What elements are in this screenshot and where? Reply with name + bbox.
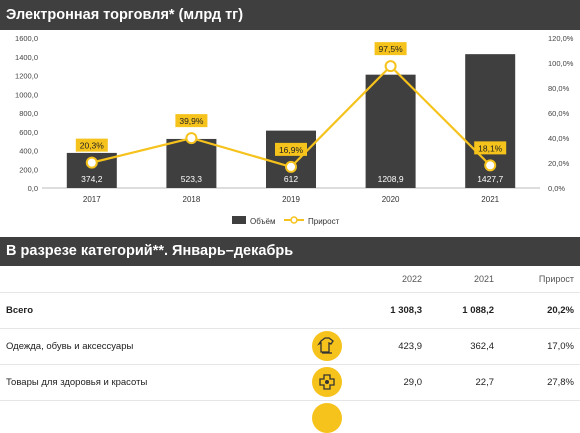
y-left-tick-label: 600,0: [19, 128, 38, 137]
legend-bar-swatch: [232, 216, 246, 224]
table-row: Всего 1 308,3 1 088,2 20,2%: [0, 292, 580, 329]
table-header: 2022 2021 Прирост: [0, 266, 580, 292]
y-left-tick-label: 1000,0: [15, 90, 38, 99]
growth-label: 16,9%: [279, 145, 304, 155]
row-2021: 1 088,2: [462, 305, 494, 316]
y-right-tick-label: 100,0%: [548, 59, 574, 68]
y-left-tick-label: 1200,0: [15, 72, 38, 81]
growth-label-box: [374, 42, 407, 56]
growth-label-box: [75, 138, 108, 152]
x-tick-label: 2021: [481, 195, 499, 204]
table-title: В разрезе категорий**. Январь–декабрь: [0, 237, 580, 266]
growth-label: 18,1%: [478, 143, 503, 153]
row-2022: 29,0: [403, 377, 423, 388]
col-2021-header: 2021: [473, 274, 494, 284]
row-2021: 362,4: [470, 341, 494, 352]
growth-point: [85, 156, 98, 169]
growth-point: [384, 60, 397, 73]
y-right-tick-label: 60,0%: [548, 109, 570, 118]
bar-2019: [266, 130, 316, 188]
y-left-tick-label: 400,0: [19, 147, 38, 156]
y-right-tick-label: 0,0%: [548, 184, 565, 193]
row-label: Одежда, обувь и аксессуары: [6, 341, 134, 352]
x-tick-label: 2018: [183, 195, 201, 204]
row-growth: 27,8%: [547, 377, 574, 388]
x-tick-label: 2019: [282, 195, 300, 204]
table-row: Товары для здоровья и красоты 29,0 22,7 …: [0, 364, 580, 401]
y-left-tick-label: 1400,0: [15, 53, 38, 62]
row-2021: 22,7: [475, 377, 495, 388]
bar-value-label: 612: [284, 174, 298, 184]
legend-bar-label: Объём: [250, 217, 276, 226]
chart-title: Электронная торговля* (млрд тг): [0, 0, 580, 30]
x-tick-label: 2017: [83, 195, 101, 204]
col-2022-header: 2022: [401, 274, 422, 284]
row-2022: 423,9: [398, 341, 422, 352]
growth-label-box: [175, 114, 208, 128]
y-right-tick-label: 120,0%: [548, 34, 574, 43]
legend-line-label: Прирост: [308, 217, 340, 226]
y-right-tick-label: 20,0%: [548, 159, 570, 168]
growth-label-box: [275, 142, 307, 156]
row-2022: 1 308,3: [390, 305, 422, 316]
row-label: Товары для здоровья и красоты: [6, 377, 148, 388]
bar-value-label: 1208,9: [378, 174, 404, 184]
y-left-tick-label: 800,0: [19, 109, 38, 118]
growth-label: 39,9%: [179, 116, 204, 126]
y-left-tick-label: 0,0: [28, 184, 38, 193]
growth-label: 20,3%: [80, 141, 105, 151]
table-row: [0, 400, 580, 433]
row-growth: 20,2%: [547, 305, 574, 316]
health-beauty-icon: [312, 367, 342, 397]
growth-point: [285, 160, 297, 173]
bar-value-label: 374,2: [81, 174, 103, 184]
y-left-tick-label: 1600,0: [15, 34, 38, 43]
bar-2020: [365, 74, 416, 188]
growth-label: 97,5%: [379, 44, 404, 54]
y-right-tick-label: 40,0%: [548, 134, 570, 143]
row-growth: 17,0%: [547, 341, 574, 352]
bar-value-label: 1427,7: [477, 174, 503, 184]
bar-2018: [166, 138, 217, 188]
growth-point: [185, 132, 198, 145]
category-icon: [312, 403, 342, 433]
clothing-icon: [312, 331, 342, 361]
table-row: Одежда, обувь и аксессуары 423,9 362,4 1…: [0, 328, 580, 365]
legend-line-marker: [290, 216, 298, 224]
ecommerce-chart: 0,0 200,0 400,0 600,0 800,0 1000,0 1200,0 1400,…: [15, 34, 574, 226]
growth-label-box: [474, 141, 507, 155]
col-growth-header: Прирост: [538, 274, 574, 284]
y-left-tick-label: 200,0: [19, 165, 38, 174]
growth-point: [484, 159, 497, 172]
bar-value-label: 523,3: [181, 174, 203, 184]
y-right-tick-label: 80,0%: [548, 84, 570, 93]
row-label: Всего: [6, 305, 34, 316]
x-tick-label: 2020: [382, 195, 400, 204]
